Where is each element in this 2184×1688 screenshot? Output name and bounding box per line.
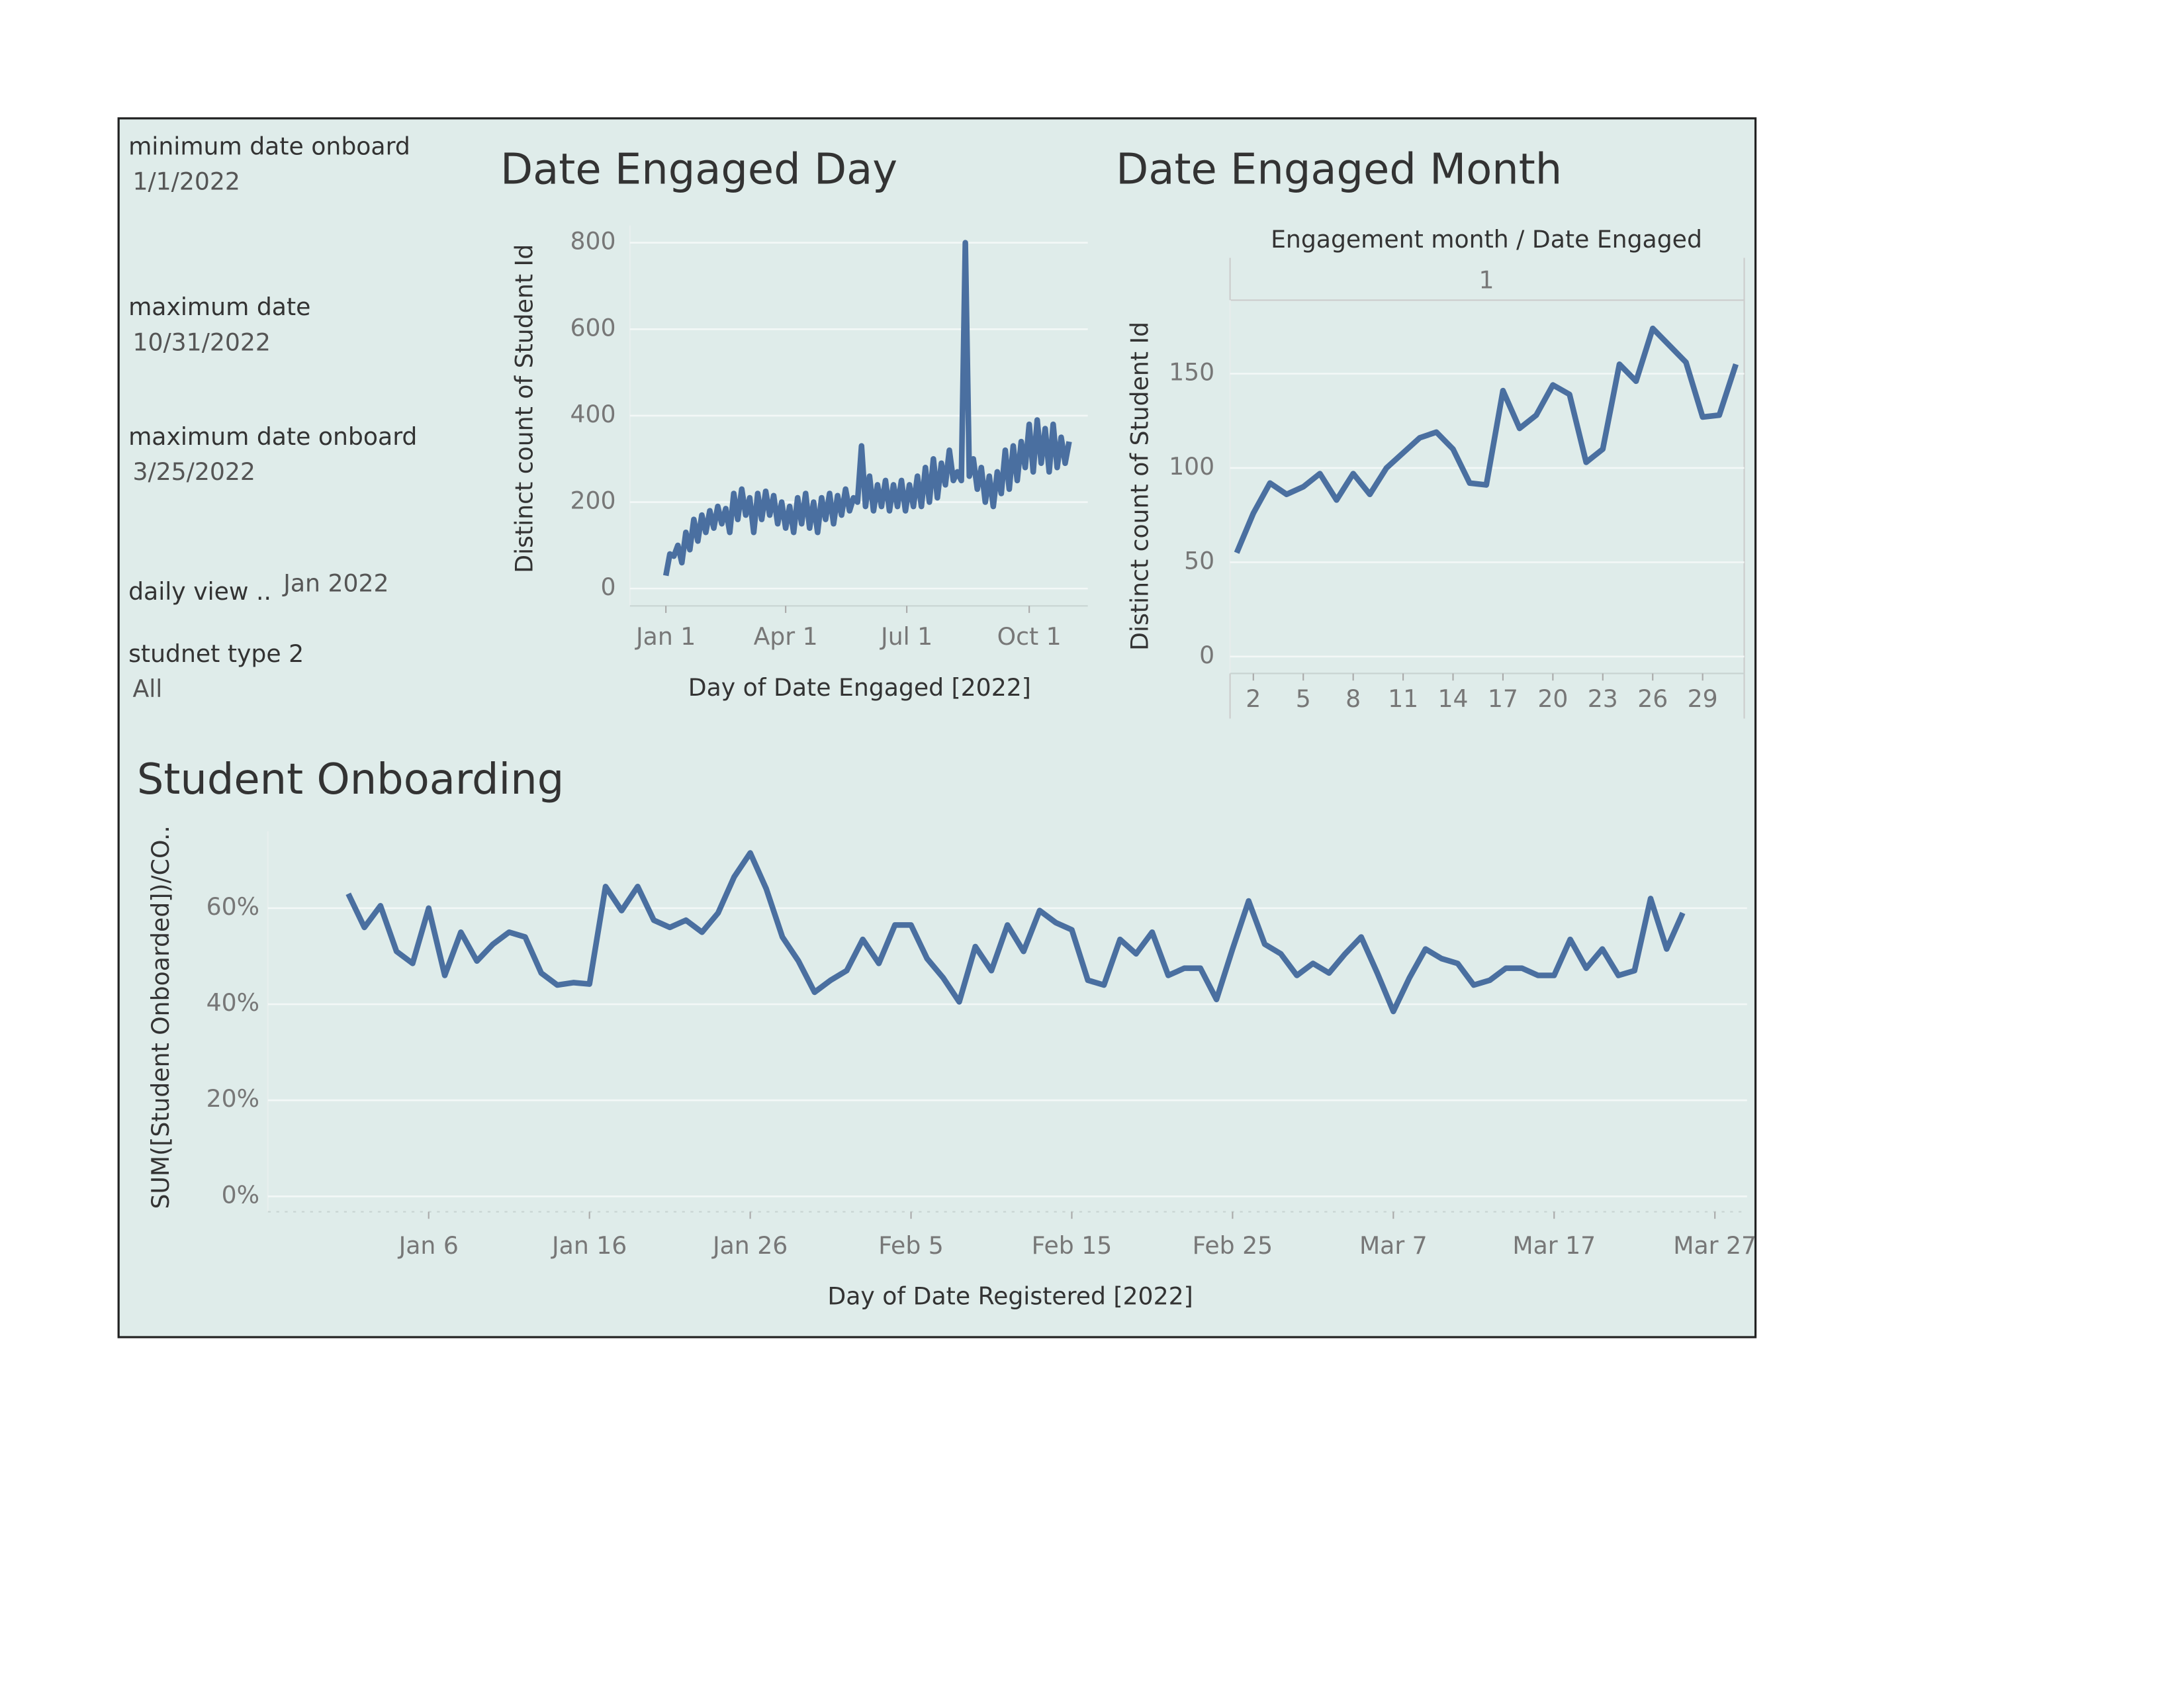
x-tick-label: Apr 1 xyxy=(754,622,818,651)
x-tick-label: 2 xyxy=(1246,684,1261,713)
x-tick-label: Jan 1 xyxy=(635,622,696,651)
y-tick-label: 0 xyxy=(1199,641,1214,669)
x-tick-label: Mar 17 xyxy=(1512,1231,1596,1260)
filter-value[interactable]: 10/31/2022 xyxy=(132,328,270,356)
x-tick-label: 11 xyxy=(1388,684,1418,713)
y-tick-label: 60% xyxy=(206,892,259,921)
filter-label: daily view .. xyxy=(128,577,271,606)
x-tick-label: Mar 27 xyxy=(1673,1231,1756,1260)
panel-label: 1 xyxy=(1479,266,1494,295)
chart-title: Student Onboarding xyxy=(137,755,564,804)
x-tick-label: Mar 7 xyxy=(1359,1231,1428,1260)
y-tick-label: 150 xyxy=(1169,357,1214,386)
filter-label: minimum date onboard xyxy=(128,132,410,160)
chart-title: Date Engaged Month xyxy=(1116,145,1562,194)
line xyxy=(662,240,1072,577)
x-tick-label: 14 xyxy=(1437,684,1468,713)
y-tick-label: 40% xyxy=(206,988,259,1017)
y-axis-title: SUM([Student Onboarded])/CO.. xyxy=(146,825,175,1209)
x-tick-label: Jan 26 xyxy=(711,1231,788,1260)
filter-label: maximum date onboard xyxy=(128,422,417,451)
x-tick-label: 20 xyxy=(1537,684,1568,713)
chart-title: Date Engaged Day xyxy=(500,145,897,194)
filter-value[interactable]: 3/25/2022 xyxy=(132,457,255,486)
x-tick-label: 26 xyxy=(1637,684,1668,713)
x-axis-title: Day of Date Registered [2022] xyxy=(827,1282,1193,1310)
y-tick-label: 0 xyxy=(601,573,616,601)
y-axis-title: Distinct count of Student Id xyxy=(510,244,538,573)
filter-value[interactable]: All xyxy=(132,675,162,703)
y-tick-label: 20% xyxy=(206,1084,259,1113)
panel-header: Engagement month / Date Engaged xyxy=(1271,225,1702,254)
y-tick-label: 0% xyxy=(222,1180,259,1209)
filter-value[interactable]: Jan 2022 xyxy=(282,569,388,597)
y-tick-label: 100 xyxy=(1169,452,1214,481)
x-tick-label: Feb 15 xyxy=(1032,1231,1113,1260)
line xyxy=(1234,325,1739,554)
x-tick-label: Jul 1 xyxy=(880,622,933,651)
x-tick-label: Jan 6 xyxy=(398,1231,459,1260)
y-tick-label: 200 xyxy=(570,487,616,515)
x-tick-label: 8 xyxy=(1345,684,1361,713)
x-tick-label: Feb 5 xyxy=(878,1231,944,1260)
y-tick-label: 50 xyxy=(1184,546,1214,575)
filter-value[interactable]: 1/1/2022 xyxy=(132,167,240,196)
dashboard-frame xyxy=(117,117,1757,1338)
x-tick-label: Feb 25 xyxy=(1193,1231,1273,1260)
x-tick-label: Jan 16 xyxy=(551,1231,627,1260)
x-tick-label: Oct 1 xyxy=(997,622,1062,651)
x-tick-label: 5 xyxy=(1296,684,1311,713)
x-tick-label: 17 xyxy=(1488,684,1518,713)
line xyxy=(345,850,1686,1015)
filter-label: studnet type 2 xyxy=(128,639,304,668)
y-axis-title: Distinct count of Student Id xyxy=(1125,322,1154,651)
filter-label: maximum date xyxy=(128,293,310,321)
y-tick-label: 400 xyxy=(570,400,616,428)
y-tick-label: 600 xyxy=(570,313,616,342)
filters: minimum date onboard 1/1/2022 maximum da… xyxy=(128,132,417,702)
y-tick-label: 800 xyxy=(570,227,616,256)
x-axis-title: Day of Date Engaged [2022] xyxy=(688,673,1031,702)
x-tick-label: 29 xyxy=(1688,684,1718,713)
x-tick-label: 23 xyxy=(1588,684,1618,713)
